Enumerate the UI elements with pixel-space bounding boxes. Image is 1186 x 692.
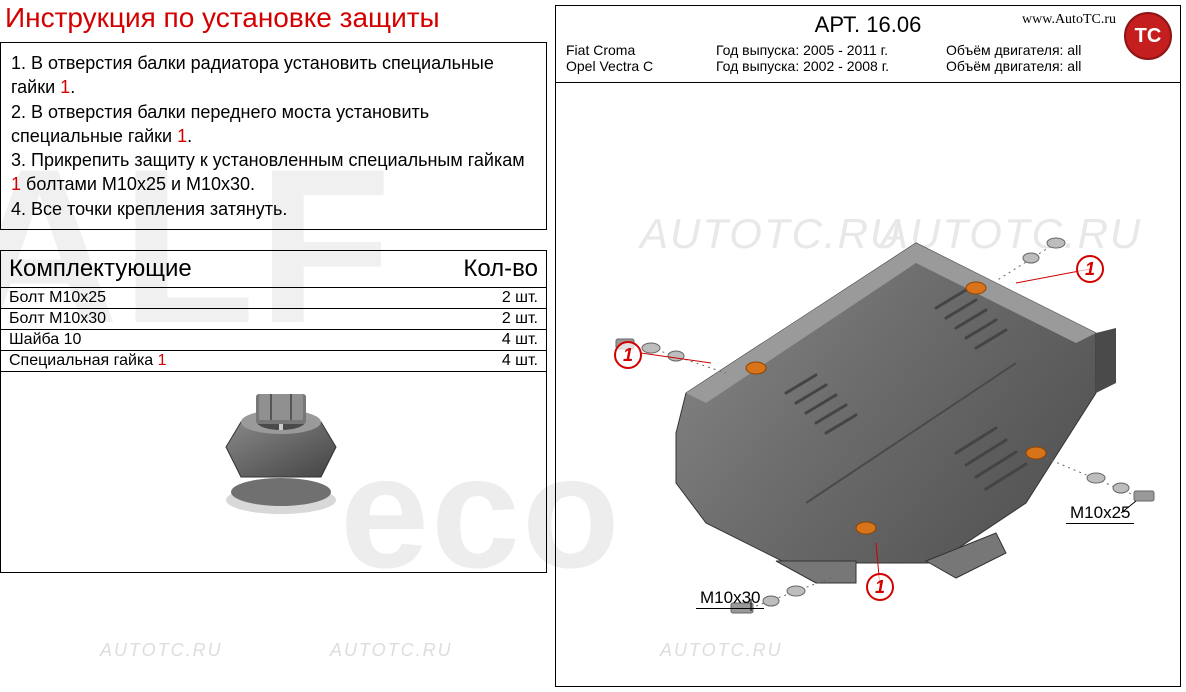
instructions-box: 1. В отверстия балки радиатора установит…	[0, 42, 547, 230]
component-row: Болт М10х302 шт.	[1, 309, 546, 330]
callout-1: 1	[1076, 255, 1104, 283]
engine-label: Объём двигателя: all	[946, 42, 1146, 58]
site-url: www.AutoTC.ru	[1022, 12, 1116, 28]
page-title: Инструкция по установке защиты	[0, 0, 552, 42]
nut-icon	[201, 382, 361, 532]
components-header-left: Комплектующие	[9, 255, 192, 283]
logo-badge: TC	[1124, 12, 1172, 60]
model-label: Fiat Croma	[566, 42, 706, 58]
header-box: TC www.AutoTC.ru АРТ. 16.06 Fiat Croma Г…	[556, 6, 1180, 83]
components-header: Комплектующие Кол-во	[1, 251, 546, 288]
bolt-label-m10x30: М10х30	[696, 588, 764, 609]
instruction-line: 3. Прикрепить защиту к установленным спе…	[11, 148, 536, 197]
instruction-line: 4. Все точки крепления затянуть.	[11, 197, 536, 221]
nut-illustration-area	[1, 372, 546, 572]
right-column: TC www.AutoTC.ru АРТ. 16.06 Fiat Croma Г…	[555, 5, 1181, 687]
engine-label: Объём двигателя: all	[946, 58, 1146, 74]
left-column: Инструкция по установке защиты 1. В отве…	[0, 0, 552, 692]
component-row: Болт М10х252 шт.	[1, 288, 546, 309]
instruction-line: 1. В отверстия балки радиатора установит…	[11, 51, 536, 100]
callout-1: 1	[866, 573, 894, 601]
components-header-right: Кол-во	[463, 255, 538, 283]
header-grid: Fiat Croma Год выпуска: 2005 - 2011 г. О…	[566, 42, 1170, 74]
bolt-label-m10x25: М10х25	[1066, 503, 1134, 524]
years-label: Год выпуска: 2005 - 2011 г.	[716, 42, 936, 58]
skid-plate-diagram	[556, 83, 1182, 663]
component-row: Шайба 104 шт.	[1, 330, 546, 351]
instruction-line: 2. В отверстия балки переднего моста уст…	[11, 100, 536, 149]
components-box: Комплектующие Кол-во Болт М10х252 шт. Бо…	[0, 250, 547, 573]
years-label: Год выпуска: 2002 - 2008 г.	[716, 58, 936, 74]
component-row: Специальная гайка 14 шт.	[1, 351, 546, 372]
callout-1: 1	[614, 341, 642, 369]
diagram-area: 1 1 1 М10х25 М10х30	[556, 83, 1180, 663]
model-label: Opel Vectra C	[566, 58, 706, 74]
